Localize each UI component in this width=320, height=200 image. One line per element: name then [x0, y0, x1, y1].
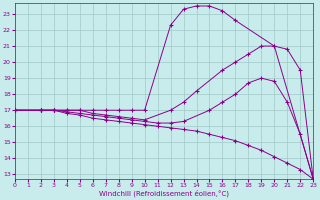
X-axis label: Windchill (Refroidissement éolien,°C): Windchill (Refroidissement éolien,°C)	[99, 190, 229, 197]
